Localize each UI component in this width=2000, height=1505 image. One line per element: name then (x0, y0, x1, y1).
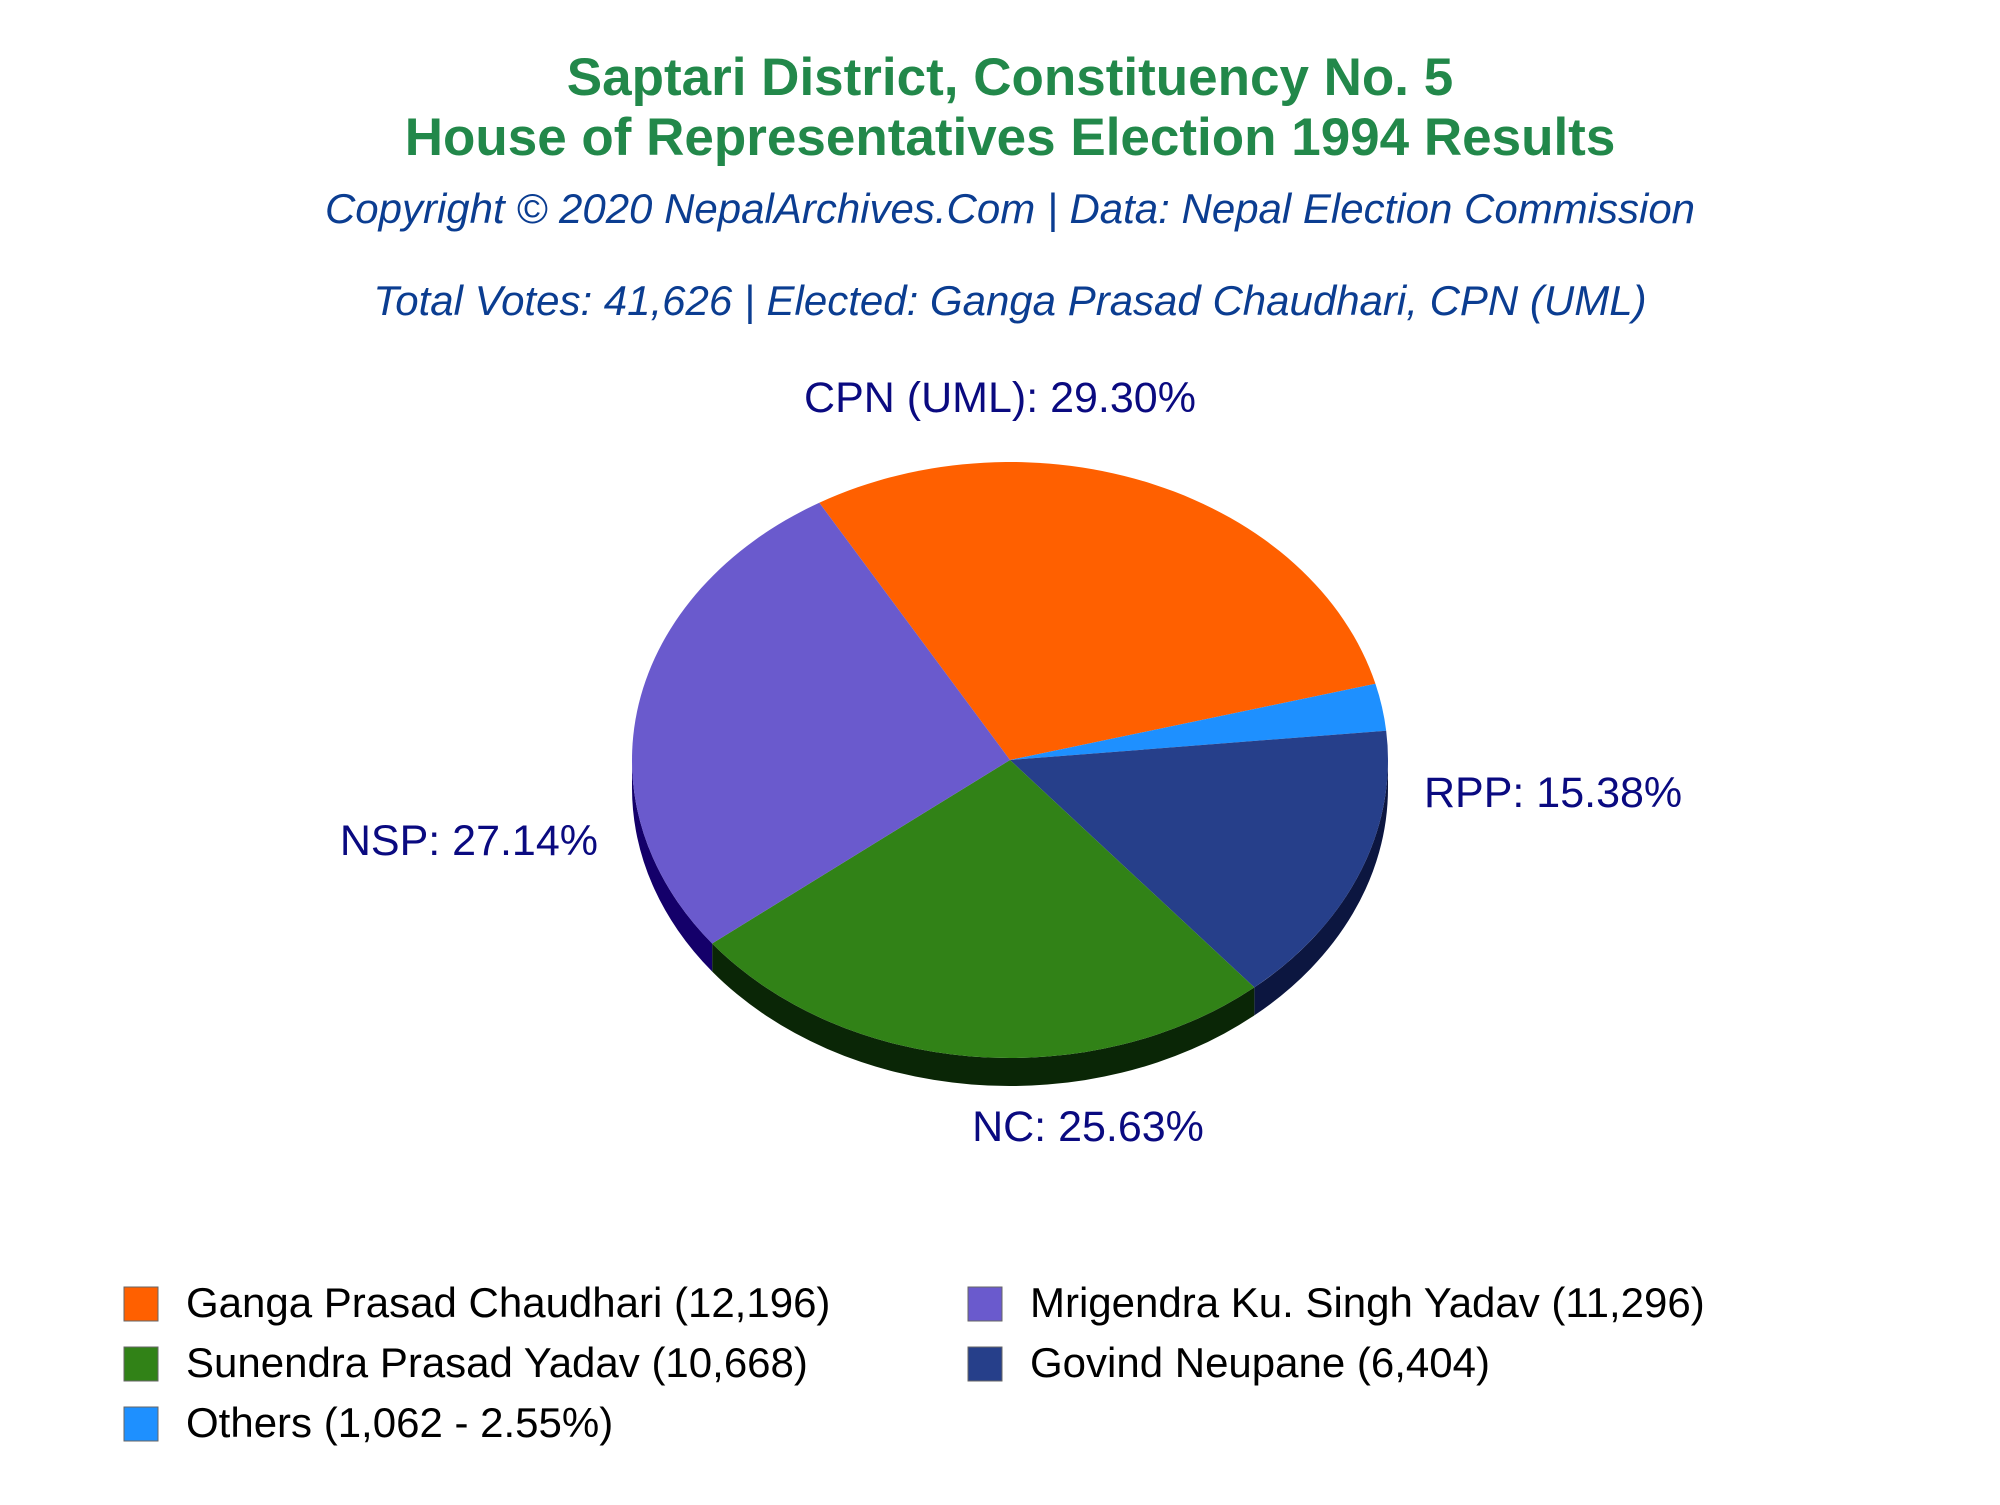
pie-side-rpp-1 (1254, 760, 1388, 1016)
pie-labels-group: CPN (UML): 29.30% RPP: 15.38% NC: 25.63% NS… (340, 374, 1682, 1151)
slice-label-rpp: RPP: 15.38% (1424, 769, 1682, 817)
slice-label-cpn-uml-: CPN (UML): 29.30% (804, 374, 1196, 422)
legend-label-rpp: Govind Neupane (6,404) (1030, 1339, 1490, 1386)
pie-top-group (631, 461, 1388, 1058)
pie-slice-rpp[interactable] (1010, 730, 1388, 988)
slice-label-nc: NC: 25.63% (972, 1103, 1204, 1151)
chart-titles: Saptari District, Constituency No. 5 Hou… (325, 48, 1695, 325)
legend-swatch-rpp (967, 1346, 1003, 1382)
pie-slice-cpn-uml-[interactable] (819, 461, 1376, 760)
pie-side-nc-0 (712, 943, 1255, 1086)
legend-label-others: Others (1,062 - 2.55%) (186, 1399, 613, 1446)
pie-slice-others[interactable] (1010, 683, 1387, 760)
chart-title-line-2: House of Representatives Election 1994 R… (405, 108, 1616, 167)
pie-slice-nsp[interactable] (631, 502, 1010, 944)
pie-slice-nc[interactable] (712, 760, 1255, 1058)
legend-swatch-cpn-uml- (123, 1286, 159, 1322)
legend-label-nsp: Mrigendra Ku. Singh Yadav (11,296) (1030, 1279, 1705, 1326)
slice-label-nsp: NSP: 27.14% (340, 817, 598, 865)
chart-subtitle-totals: Total Votes: 41,626 | Elected: Ganga Pra… (373, 277, 1646, 325)
legend: Ganga Prasad Chaudhari (12,196) Mrigendra… (123, 1279, 1705, 1446)
legend-swatch-others (123, 1406, 159, 1442)
chart-title-line-1: Saptari District, Constituency No. 5 (567, 48, 1453, 107)
pie-side-nsp-0 (632, 760, 713, 972)
legend-label-cpn-uml-: Ganga Prasad Chaudhari (12,196) (186, 1279, 830, 1326)
chart-subtitle-copyright: Copyright © 2020 NepalArchives.Com | Dat… (325, 185, 1695, 233)
legend-label-nc: Sunendra Prasad Yadav (10,668) (186, 1339, 808, 1386)
legend-swatch-nsp (967, 1286, 1003, 1322)
legend-swatch-nc (123, 1346, 159, 1382)
pie-side-group (632, 760, 1388, 1086)
